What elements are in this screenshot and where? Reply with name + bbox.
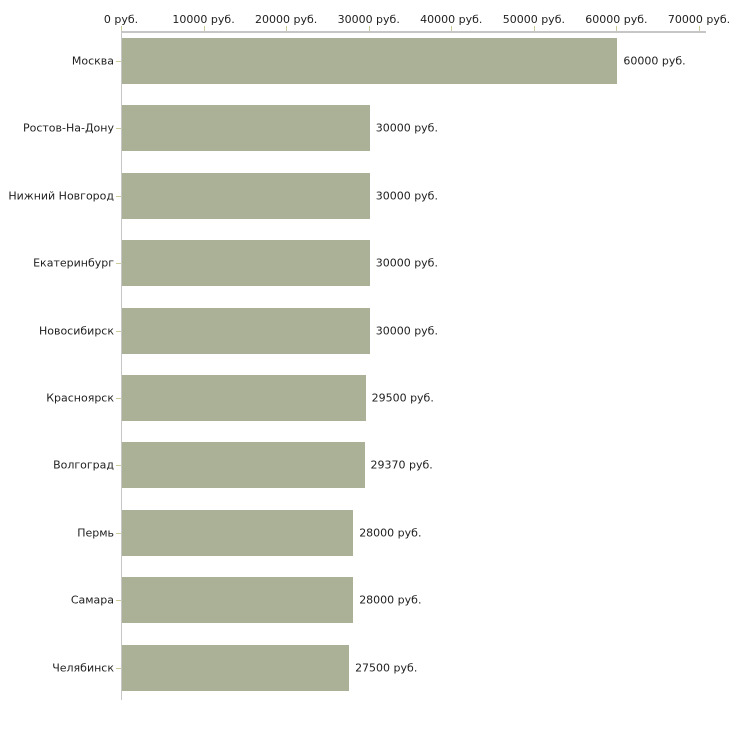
y-axis-tick — [116, 600, 121, 601]
category-label: Ростов-На-Дону — [22, 121, 114, 135]
y-axis-tick — [116, 465, 121, 466]
bar-value-label: 30000 руб. — [375, 121, 438, 135]
x-axis-tick — [368, 26, 370, 31]
category-label: Пермь — [77, 526, 114, 540]
y-axis-tick — [116, 61, 121, 62]
bar-value-label: 29500 руб. — [371, 391, 434, 405]
bar-екатеринбург — [122, 240, 370, 287]
y-axis-tick — [116, 196, 121, 197]
x-axis-tick — [203, 26, 205, 31]
x-axis-tick — [533, 26, 535, 31]
bar-нижний-новгород — [122, 172, 370, 219]
x-axis-tick-label: 0 руб. — [103, 13, 139, 26]
x-axis-tick — [451, 26, 453, 31]
y-axis-tick — [116, 263, 121, 264]
x-axis-tick-label: 60000 руб. — [585, 13, 648, 26]
bar-ростов-на-дону — [122, 105, 370, 152]
x-axis-line — [121, 31, 706, 33]
x-axis-tick-label: 30000 руб. — [337, 13, 400, 26]
category-label: Волгоград — [53, 458, 114, 472]
x-axis-tick-label: 20000 руб. — [255, 13, 318, 26]
y-axis-tick — [116, 533, 121, 534]
bar-красноярск — [122, 375, 366, 421]
category-label: Самара — [70, 593, 114, 607]
category-label: Новосибирск — [38, 324, 114, 338]
category-label: Нижний Новгород — [8, 189, 114, 203]
x-axis-tick-label: 10000 руб. — [172, 13, 235, 26]
bar-новосибирск — [122, 307, 370, 354]
bar-value-label: 27500 руб. — [355, 661, 418, 675]
bar-value-label: 30000 руб. — [375, 324, 438, 338]
category-label: Красноярск — [46, 391, 114, 405]
bar-value-label: 28000 руб. — [359, 593, 422, 607]
x-axis-tick-label: 50000 руб. — [502, 13, 565, 26]
category-label: Екатеринбург — [33, 256, 114, 270]
bar-пермь — [122, 509, 354, 556]
bar-value-label: 28000 руб. — [359, 526, 422, 540]
category-label: Челябинск — [52, 661, 114, 675]
bar-волгоград — [122, 442, 365, 489]
bar-value-label: 30000 руб. — [375, 189, 438, 203]
y-axis-line — [121, 32, 122, 700]
x-axis-tick — [616, 26, 618, 31]
y-axis-tick — [116, 398, 121, 399]
bar-value-label: 30000 руб. — [375, 256, 438, 270]
y-axis-tick — [116, 128, 121, 129]
x-axis-tick-label: 70000 руб. — [667, 13, 730, 26]
x-axis-tick — [286, 26, 288, 31]
bar-value-label: 29370 руб. — [370, 458, 433, 472]
x-axis-tick — [699, 26, 700, 31]
y-axis-tick — [116, 331, 121, 332]
y-axis-tick — [116, 668, 121, 669]
bar-москва — [122, 38, 618, 84]
x-axis-tick — [121, 26, 122, 31]
bar-челябинск — [122, 644, 350, 691]
x-axis-tick-label: 40000 руб. — [420, 13, 483, 26]
bar-value-label: 60000 руб. — [623, 54, 686, 68]
bar-самара — [122, 577, 354, 624]
category-label: Москва — [71, 54, 114, 68]
